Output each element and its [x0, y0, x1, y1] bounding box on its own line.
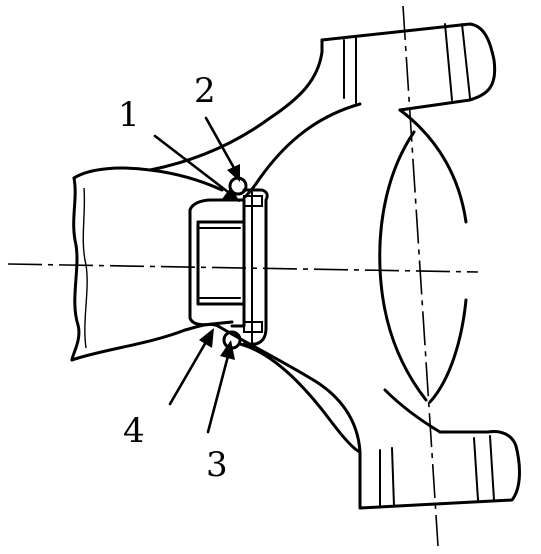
seal-assembly	[188, 176, 269, 350]
upper-yoke-arm	[148, 22, 497, 200]
lower-yoke-arm	[216, 324, 521, 510]
callout-leader-4	[168, 328, 214, 406]
callout-leader-1	[153, 134, 240, 202]
callout-label-2: 2	[194, 71, 216, 111]
vertical-centerline	[402, 5, 439, 547]
outer-bore-curve	[398, 108, 468, 404]
callout-label-1: 1	[118, 95, 140, 135]
callout-label-3: 3	[206, 445, 228, 485]
callout-label-4: 4	[123, 411, 145, 451]
callout-leader-3	[206, 340, 235, 434]
callout-leader-2	[204, 116, 240, 182]
inner-bore-curve	[378, 130, 428, 402]
